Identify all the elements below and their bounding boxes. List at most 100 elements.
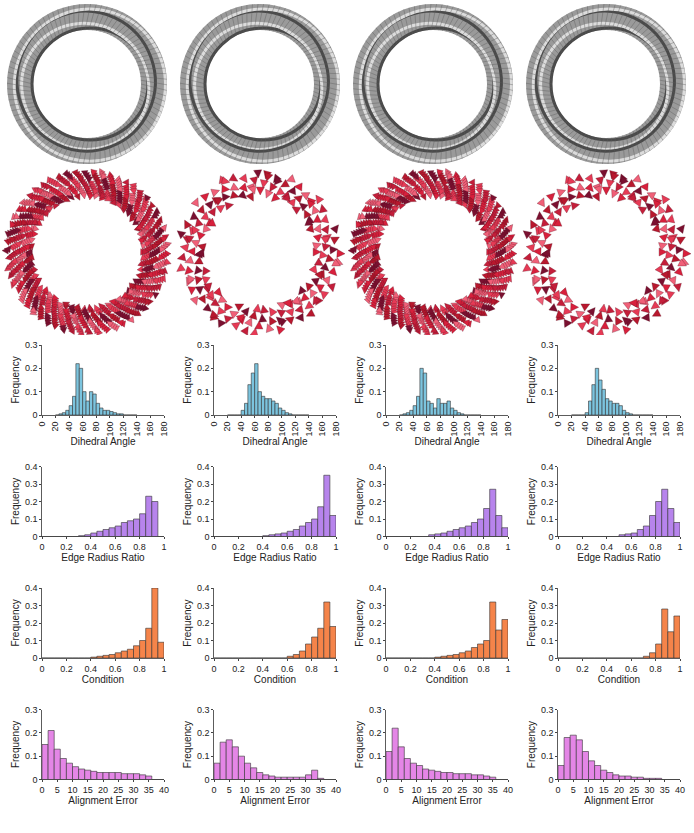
svg-text:0.4: 0.4 (369, 462, 382, 472)
svg-text:0.3: 0.3 (369, 340, 382, 350)
svg-text:0.2: 0.2 (576, 542, 589, 552)
svg-text:30: 30 (128, 785, 138, 795)
svg-text:0.3: 0.3 (197, 479, 210, 489)
svg-text:0.2: 0.2 (369, 618, 382, 628)
svg-text:35: 35 (316, 785, 326, 795)
svg-text:0.2: 0.2 (404, 664, 417, 674)
svg-text:60: 60 (422, 421, 432, 431)
svg-text:0.2: 0.2 (369, 497, 382, 507)
svg-text:140: 140 (476, 421, 486, 436)
svg-text:0: 0 (553, 421, 563, 426)
svg-text:0.3: 0.3 (197, 705, 210, 715)
svg-text:20: 20 (222, 421, 232, 431)
svg-text:0: 0 (39, 785, 44, 795)
svg-text:0.3: 0.3 (25, 601, 38, 611)
svg-text:0.1: 0.1 (369, 751, 382, 761)
svg-text:35: 35 (488, 785, 498, 795)
svg-text:0.8: 0.8 (477, 542, 490, 552)
svg-text:40: 40 (159, 785, 169, 795)
svg-text:100: 100 (449, 421, 459, 436)
svg-text:Edge Radius Ratio: Edge Radius Ratio (577, 552, 661, 563)
svg-text:0.1: 0.1 (197, 387, 210, 397)
svg-text:Frequency: Frequency (10, 599, 21, 646)
svg-text:0.3: 0.3 (197, 601, 210, 611)
svg-text:0.2: 0.2 (197, 497, 210, 507)
svg-text:0.1: 0.1 (369, 514, 382, 524)
svg-text:20: 20 (394, 421, 404, 431)
svg-text:1: 1 (161, 542, 166, 552)
svg-text:0.6: 0.6 (281, 664, 294, 674)
svg-text:Condition: Condition (426, 674, 468, 685)
svg-text:Frequency: Frequency (526, 599, 537, 646)
svg-text:0: 0 (555, 785, 560, 795)
svg-text:20: 20 (50, 421, 60, 431)
svg-text:1: 1 (333, 664, 338, 674)
svg-text:Edge Radius Ratio: Edge Radius Ratio (61, 552, 145, 563)
svg-text:0: 0 (376, 410, 381, 420)
svg-text:15: 15 (255, 785, 265, 795)
svg-text:0.8: 0.8 (133, 664, 146, 674)
svg-text:0.4: 0.4 (25, 583, 38, 593)
svg-text:30: 30 (644, 785, 654, 795)
svg-text:0.2: 0.2 (197, 363, 210, 373)
svg-text:10: 10 (67, 785, 77, 795)
svg-text:1: 1 (677, 664, 682, 674)
svg-text:Frequency: Frequency (526, 478, 537, 525)
svg-text:0: 0 (548, 653, 553, 663)
svg-text:0.2: 0.2 (232, 664, 245, 674)
svg-text:0.4: 0.4 (257, 542, 270, 552)
svg-text:120: 120 (634, 421, 644, 436)
svg-text:0.2: 0.2 (197, 618, 210, 628)
svg-text:80: 80 (91, 421, 101, 431)
svg-text:140: 140 (304, 421, 314, 436)
svg-text:Frequency: Frequency (182, 721, 193, 768)
svg-text:0.2: 0.2 (541, 728, 554, 738)
svg-text:Frequency: Frequency (182, 356, 193, 403)
svg-text:30: 30 (472, 785, 482, 795)
svg-text:Condition: Condition (254, 674, 296, 685)
svg-text:40: 40 (675, 785, 685, 795)
svg-text:180: 180 (675, 421, 685, 436)
svg-text:0.3: 0.3 (25, 340, 38, 350)
svg-text:0.1: 0.1 (197, 514, 210, 524)
svg-text:120: 120 (290, 421, 300, 436)
svg-text:0: 0 (381, 421, 391, 426)
svg-text:1: 1 (505, 664, 510, 674)
svg-text:0.6: 0.6 (625, 542, 638, 552)
svg-text:Frequency: Frequency (10, 356, 21, 403)
svg-text:0.1: 0.1 (197, 751, 210, 761)
svg-text:0.3: 0.3 (25, 705, 38, 715)
svg-text:Edge Radius Ratio: Edge Radius Ratio (405, 552, 489, 563)
svg-text:0.6: 0.6 (453, 542, 466, 552)
svg-text:0.2: 0.2 (541, 497, 554, 507)
svg-text:0: 0 (32, 532, 37, 542)
svg-text:0: 0 (211, 785, 216, 795)
svg-text:0: 0 (383, 785, 388, 795)
svg-text:0.2: 0.2 (404, 542, 417, 552)
svg-text:0: 0 (37, 421, 47, 426)
svg-text:160: 160 (317, 421, 327, 436)
svg-text:0: 0 (39, 542, 44, 552)
svg-text:0.2: 0.2 (25, 618, 38, 628)
svg-text:40: 40 (331, 785, 341, 795)
svg-text:100: 100 (621, 421, 631, 436)
svg-text:0.1: 0.1 (25, 636, 38, 646)
svg-text:0.8: 0.8 (305, 664, 318, 674)
svg-text:0: 0 (376, 532, 381, 542)
svg-text:0.3: 0.3 (369, 479, 382, 489)
svg-text:0.2: 0.2 (25, 363, 38, 373)
svg-text:0.2: 0.2 (60, 542, 73, 552)
svg-text:0.4: 0.4 (601, 664, 614, 674)
svg-text:0: 0 (548, 775, 553, 785)
svg-text:0.3: 0.3 (25, 479, 38, 489)
svg-text:0: 0 (383, 542, 388, 552)
svg-text:0.8: 0.8 (305, 542, 318, 552)
svg-text:0.1: 0.1 (25, 514, 38, 524)
svg-text:0.1: 0.1 (541, 751, 554, 761)
svg-text:60: 60 (594, 421, 604, 431)
svg-text:0.4: 0.4 (85, 664, 98, 674)
svg-text:Frequency: Frequency (354, 356, 365, 403)
svg-text:0: 0 (376, 775, 381, 785)
svg-text:Alignment Error: Alignment Error (412, 795, 482, 806)
svg-text:0.8: 0.8 (649, 664, 662, 674)
